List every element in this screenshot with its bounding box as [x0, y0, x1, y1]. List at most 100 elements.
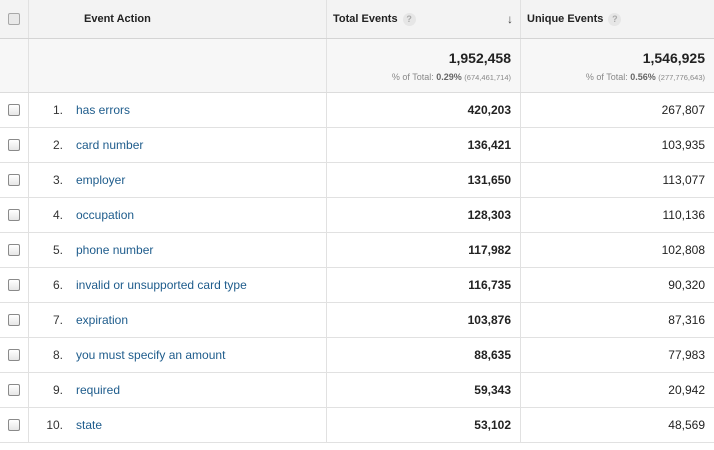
total-events-value: 131,650 — [467, 173, 511, 187]
total-events-value: 420,203 — [467, 103, 511, 117]
event-action-link[interactable]: you must specify an amount — [76, 348, 226, 362]
row-check-cell — [0, 198, 29, 232]
event-action-link[interactable]: required — [76, 383, 121, 397]
table-header: Event Action Total Events? ↓ Unique Even… — [0, 0, 714, 39]
total-events-percent: % of Total: 0.29% (674,461,714) — [391, 71, 511, 82]
row-checkbox[interactable] — [8, 174, 20, 186]
row-checkbox[interactable] — [8, 244, 20, 256]
unique-events-value: 48,569 — [668, 418, 705, 432]
event-action-link[interactable]: has errors — [76, 103, 131, 117]
header-total-events[interactable]: Total Events? ↓ — [327, 0, 521, 38]
row-check-cell — [0, 93, 29, 127]
row-checkbox[interactable] — [8, 384, 20, 396]
total-events-cell: 420,203 — [327, 93, 521, 127]
total-events-cell: 53,102 — [327, 408, 521, 442]
row-rank: 7. — [52, 313, 63, 327]
row-rank: 8. — [52, 348, 63, 362]
sort-descending-icon[interactable]: ↓ — [507, 12, 513, 26]
unique-events-percent: % of Total: 0.56% (277,776,643) — [585, 71, 705, 82]
totals-check-cell — [0, 39, 29, 92]
table-row: 10. state 53,102 48,569 — [0, 408, 714, 443]
event-action-link[interactable]: employer — [76, 173, 126, 187]
unique-events-value: 103,935 — [661, 138, 705, 152]
total-events-cell: 59,343 — [327, 373, 521, 407]
row-rank: 6. — [52, 278, 63, 292]
total-events-cell: 128,303 — [327, 198, 521, 232]
row-checkbox[interactable] — [8, 314, 20, 326]
unique-events-cell: 113,077 — [521, 163, 714, 197]
total-events-cell: 117,982 — [327, 233, 521, 267]
event-action-link[interactable]: phone number — [76, 243, 154, 257]
event-action-link[interactable]: state — [76, 418, 103, 432]
total-events-value: 116,735 — [468, 278, 511, 292]
total-events-cell: 116,735 — [327, 268, 521, 302]
help-icon[interactable]: ? — [402, 12, 416, 26]
unique-events-cell: 87,316 — [521, 303, 714, 337]
unique-events-cell: 102,808 — [521, 233, 714, 267]
row-check-cell — [0, 268, 29, 302]
totals-row: 1,952,458 % of Total: 0.29% (674,461,714… — [0, 39, 714, 93]
event-action-cell: 3. employer — [29, 163, 327, 197]
event-action-cell: 9. required — [29, 373, 327, 407]
totals-action-cell — [29, 39, 327, 92]
table-row: 6. invalid or unsupported card type 116,… — [0, 268, 714, 303]
total-events-sum: 1,952,458 — [448, 49, 511, 66]
event-action-cell: 5. phone number — [29, 233, 327, 267]
header-checkbox-cell — [0, 0, 29, 38]
event-action-link[interactable]: expiration — [76, 313, 129, 327]
unique-events-cell: 48,569 — [521, 408, 714, 442]
event-action-cell: 6. invalid or unsupported card type — [29, 268, 327, 302]
total-events-value: 117,982 — [468, 243, 511, 257]
row-check-cell — [0, 233, 29, 267]
event-action-cell: 8. you must specify an amount — [29, 338, 327, 372]
table-row: 9. required 59,343 20,942 — [0, 373, 714, 408]
total-events-cell: 136,421 — [327, 128, 521, 162]
unique-events-value: 102,808 — [661, 243, 705, 257]
event-action-cell: 2. card number — [29, 128, 327, 162]
total-events-label: Total Events — [333, 12, 398, 25]
row-check-cell — [0, 128, 29, 162]
event-action-cell: 7. expiration — [29, 303, 327, 337]
header-unique-events[interactable]: Unique Events? — [521, 0, 714, 38]
unique-events-cell: 103,935 — [521, 128, 714, 162]
help-icon[interactable]: ? — [608, 12, 622, 26]
totals-unique-events: 1,546,925 % of Total: 0.56% (277,776,643… — [521, 39, 714, 92]
event-action-link[interactable]: card number — [76, 138, 144, 152]
event-action-cell: 1. has errors — [29, 93, 327, 127]
row-check-cell — [0, 163, 29, 197]
row-checkbox[interactable] — [8, 139, 20, 151]
unique-events-cell: 90,320 — [521, 268, 714, 302]
unique-events-cell: 267,807 — [521, 93, 714, 127]
row-rank: 2. — [52, 138, 63, 152]
total-events-cell: 103,876 — [327, 303, 521, 337]
table-row: 4. occupation 128,303 110,136 — [0, 198, 714, 233]
row-checkbox[interactable] — [8, 209, 20, 221]
unique-events-value: 90,320 — [668, 278, 705, 292]
row-checkbox[interactable] — [8, 279, 20, 291]
row-checkbox[interactable] — [8, 419, 20, 431]
row-rank: 5. — [52, 243, 63, 257]
unique-events-value: 20,942 — [668, 383, 705, 397]
unique-events-sum: 1,546,925 — [642, 49, 705, 66]
total-events-value: 128,303 — [467, 208, 511, 222]
event-action-link[interactable]: invalid or unsupported card type — [76, 278, 247, 292]
unique-events-value: 110,136 — [662, 208, 706, 222]
row-checkbox[interactable] — [8, 349, 20, 361]
unique-events-cell: 110,136 — [521, 198, 714, 232]
row-rank: 4. — [52, 208, 63, 222]
table-row: 5. phone number 117,982 102,808 — [0, 233, 714, 268]
unique-events-value: 77,983 — [668, 348, 705, 362]
total-events-value: 136,421 — [467, 138, 511, 152]
select-all-checkbox[interactable] — [8, 13, 20, 25]
row-check-cell — [0, 373, 29, 407]
event-action-link[interactable]: occupation — [76, 208, 135, 222]
header-event-action[interactable]: Event Action — [29, 0, 327, 38]
row-check-cell — [0, 408, 29, 442]
unique-events-value: 267,807 — [661, 103, 705, 117]
row-checkbox[interactable] — [8, 104, 20, 116]
unique-events-value: 87,316 — [668, 313, 705, 327]
total-events-value: 88,635 — [474, 348, 511, 362]
row-rank: 9. — [52, 383, 63, 397]
total-events-value: 53,102 — [474, 418, 511, 432]
unique-events-cell: 77,983 — [521, 338, 714, 372]
